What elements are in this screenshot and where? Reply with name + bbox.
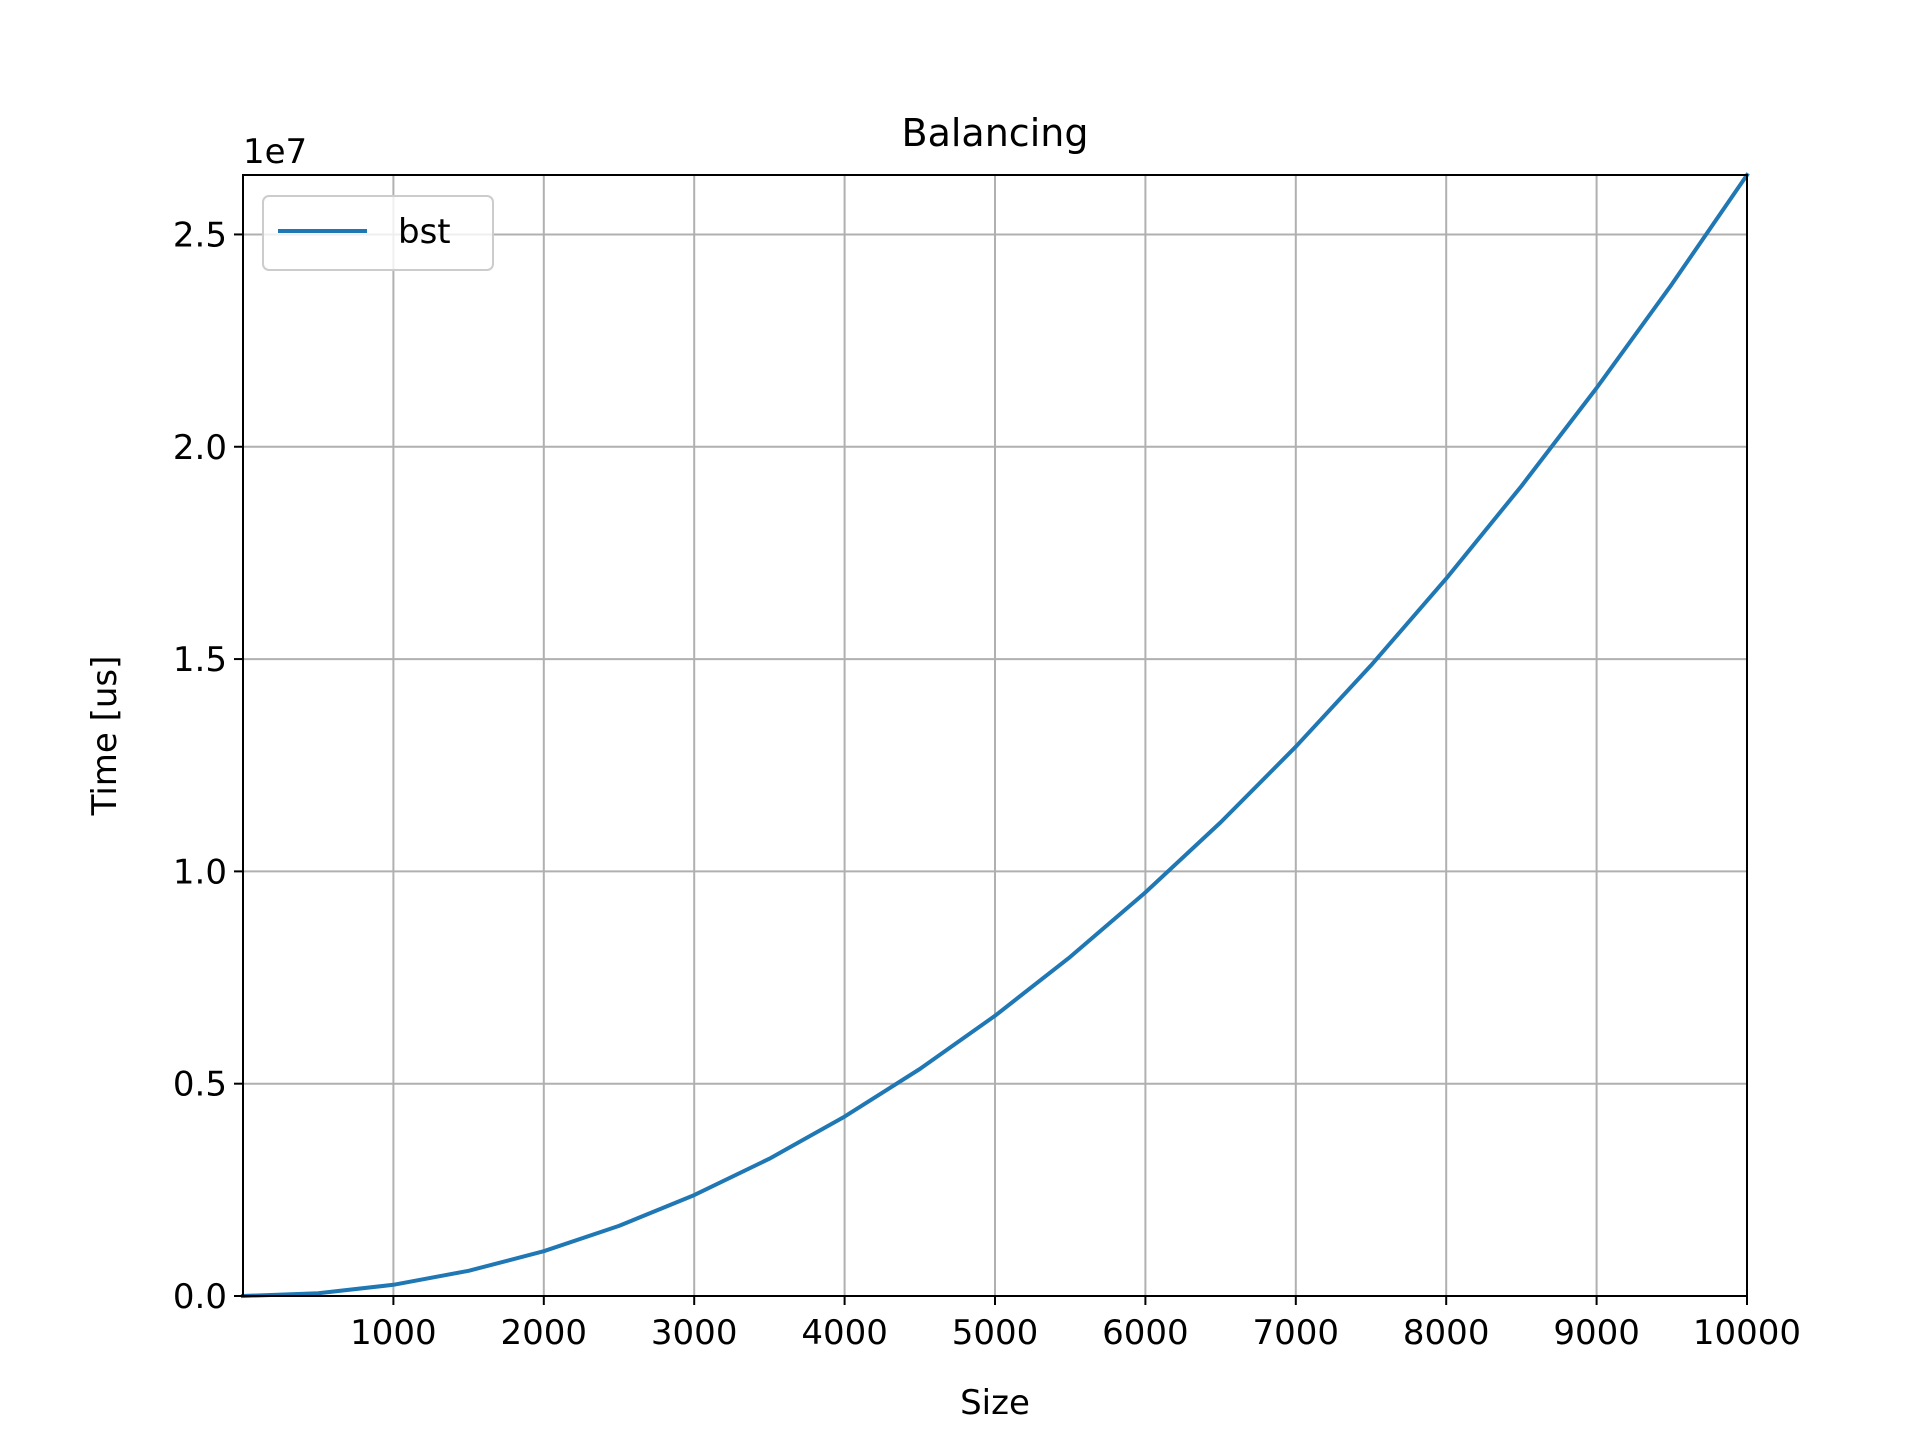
legend-label: bst (398, 212, 451, 252)
y-tick-label: 0.0 (173, 1277, 227, 1317)
y-tick-label: 2.5 (173, 215, 227, 255)
y-axis-label: Time [us] (85, 656, 125, 817)
x-tick-label: 7000 (1253, 1313, 1340, 1353)
y-tick-label: 1.5 (173, 640, 227, 680)
legend-box (262, 195, 494, 271)
y-tick-label: 0.5 (173, 1065, 227, 1105)
x-tick-label: 1000 (350, 1313, 437, 1353)
series-line-bst (240, 172, 1750, 1299)
x-tick-label: 3000 (651, 1313, 738, 1353)
legend: bst (262, 195, 494, 271)
x-tick-label: 4000 (801, 1313, 888, 1353)
ticks: 1000 2000 3000 4000 5000 6000 7000 8000 9000 1000… (173, 215, 1801, 1353)
x-tick-label: 6000 (1102, 1313, 1189, 1353)
y-tick-label: 2.0 (173, 428, 227, 468)
y-axis-offset-text: 1e7 (243, 132, 307, 172)
x-tick-label: 2000 (501, 1313, 588, 1353)
chart-title: Balancing (902, 111, 1089, 155)
series-layer (240, 172, 1750, 1299)
x-tick-label: 10000 (1693, 1313, 1801, 1353)
x-tick-label: 9000 (1553, 1313, 1640, 1353)
x-axis-label: Size (960, 1383, 1030, 1423)
y-tick-label: 1.0 (173, 852, 227, 892)
x-tick-label: 5000 (952, 1313, 1039, 1353)
x-tick-label: 8000 (1403, 1313, 1490, 1353)
